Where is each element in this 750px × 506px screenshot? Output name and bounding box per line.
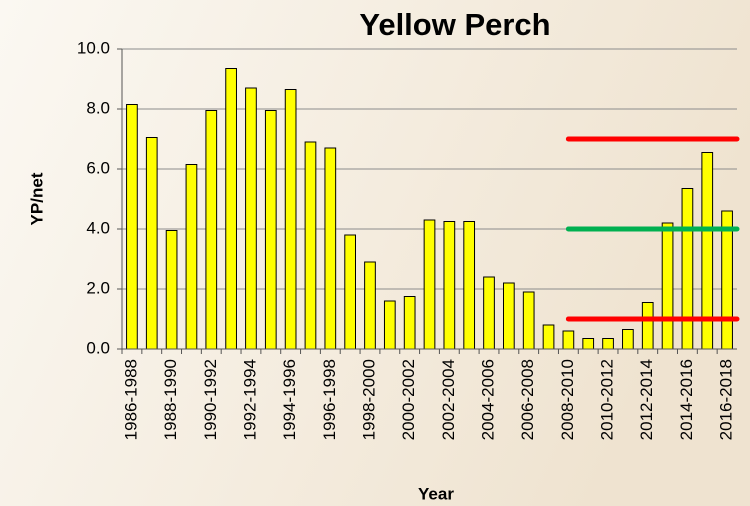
x-tick-label: 1988-1990 [161, 359, 180, 440]
bar [502, 282, 515, 350]
bar [145, 137, 158, 350]
x-tick-label: 1990-1992 [201, 359, 220, 440]
bar [542, 324, 555, 350]
bar [522, 291, 535, 350]
x-tick-label: 1994-1996 [280, 359, 299, 440]
bar [383, 300, 396, 350]
bar [185, 164, 198, 350]
chart-title: Yellow Perch [359, 7, 550, 42]
bar [245, 87, 257, 350]
bar [225, 68, 237, 350]
bar [582, 338, 595, 350]
bar [622, 329, 634, 350]
x-tick-label: 2012-2014 [637, 359, 656, 440]
y-tick-label: 6.0 [86, 158, 110, 177]
x-tick-label: 2000-2002 [399, 359, 418, 440]
x-tick-label: 2006-2008 [518, 359, 537, 440]
bar [483, 276, 495, 350]
bar [284, 89, 297, 350]
bar [602, 338, 614, 350]
bar [562, 330, 575, 350]
bar [721, 210, 733, 350]
bar [403, 296, 416, 350]
x-tick-label: 2002-2004 [439, 359, 458, 440]
y-tick-label: 10.0 [77, 38, 110, 57]
bar [443, 221, 456, 350]
y-tick-label: 8.0 [86, 98, 110, 117]
bar [681, 188, 694, 350]
x-tick-label: 1992-1994 [240, 359, 259, 440]
bar [165, 230, 178, 350]
x-tick-label: 2014-2016 [677, 359, 696, 440]
x-tick-label: 1998-2000 [359, 359, 378, 440]
x-tick-label: 2016-2018 [717, 359, 736, 440]
y-tick-label: 0.0 [86, 338, 110, 357]
bar [126, 104, 138, 350]
y-axis-label: YP/net [27, 172, 46, 225]
x-tick-label: 1996-1998 [320, 359, 339, 440]
x-tick-label: 2004-2006 [479, 359, 498, 440]
bar [324, 147, 337, 350]
bar [661, 222, 674, 350]
y-tick-label: 4.0 [86, 218, 110, 237]
bar [344, 234, 357, 350]
bar [264, 110, 277, 350]
x-tick-label: 2010-2012 [598, 359, 617, 440]
x-axis-label: Year [418, 484, 454, 503]
x-tick-label: 1986-1988 [121, 359, 140, 440]
bar [205, 110, 218, 350]
y-tick-label: 2.0 [86, 278, 110, 297]
bar [423, 219, 436, 350]
x-tick-label: 2008-2010 [558, 359, 577, 440]
bar [304, 141, 317, 350]
bar [463, 221, 476, 350]
bar [641, 302, 654, 350]
bar [364, 261, 376, 350]
